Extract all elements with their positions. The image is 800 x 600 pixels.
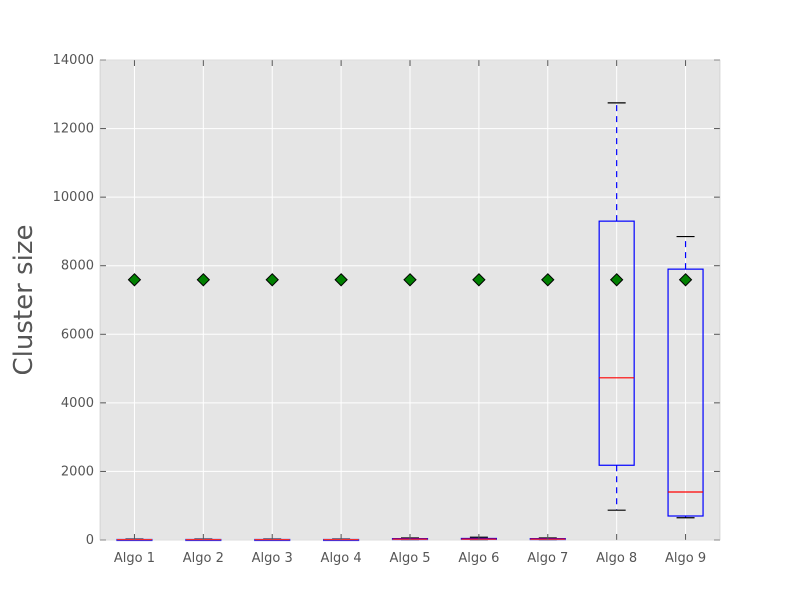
- y-tick-label: 14000: [53, 53, 94, 68]
- x-tick-label: Algo 9: [665, 551, 706, 566]
- mean-marker: [609, 273, 624, 287]
- mean-marker: [127, 273, 142, 287]
- x-tick-label: Algo 1: [114, 551, 155, 566]
- box-8: [598, 102, 635, 511]
- mean-marker: [334, 273, 348, 287]
- y-tick-label: 6000: [61, 327, 94, 342]
- y-tick-label: 4000: [61, 396, 94, 411]
- x-tick-label: Algo 6: [458, 551, 499, 566]
- mean-marker: [678, 273, 693, 287]
- y-tick-label: 10000: [53, 190, 94, 205]
- y-axis-title: Cluster size: [9, 225, 39, 376]
- axes-group: 0 2000 4000 6000 8000 10000 12000 14000 Algo 1 Al…: [53, 53, 721, 566]
- mean-marker: [541, 273, 555, 287]
- box-rect: [667, 268, 704, 517]
- mean-marker: [265, 273, 279, 287]
- x-tick-label: Algo 4: [321, 551, 362, 566]
- y-tick-label: 12000: [53, 122, 94, 137]
- boxes-group: [116, 102, 704, 542]
- mean-marker: [403, 273, 417, 287]
- mean-marker: [472, 273, 486, 287]
- box-rect: [598, 220, 635, 466]
- x-tick-label: Algo 3: [252, 551, 293, 566]
- x-tick-label: Algo 5: [389, 551, 430, 566]
- y-tick-label: 8000: [61, 259, 94, 274]
- x-tick-label: Algo 7: [527, 551, 568, 566]
- mean-marker: [196, 273, 211, 287]
- y-tick-label: 2000: [61, 464, 94, 479]
- x-tick-label: Algo 8: [596, 551, 637, 566]
- plot-frame: [99, 59, 721, 541]
- y-tick-label: 0: [86, 533, 94, 548]
- box-9: [667, 235, 704, 519]
- x-tick-label: Algo 2: [183, 551, 224, 566]
